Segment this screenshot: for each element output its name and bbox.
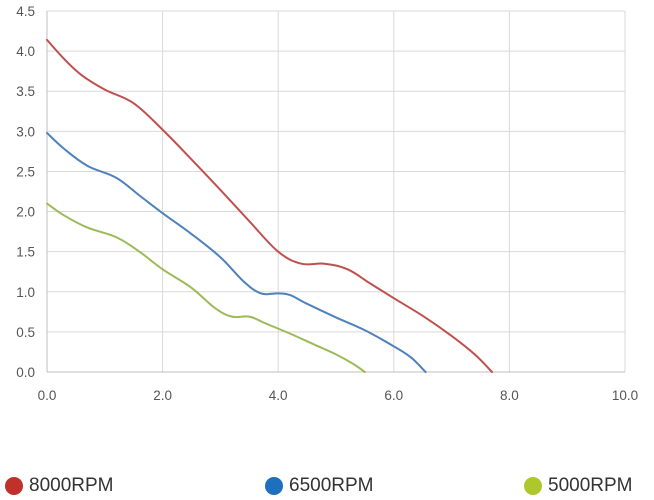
legend-item-8000rpm: 8000RPM (5, 474, 114, 498)
x-tick-label: 0.0 (38, 388, 57, 403)
legend-label: 8000RPM (29, 475, 114, 496)
legend-marker-icon (265, 477, 283, 495)
series-line-6500rpm (46, 131, 427, 373)
y-tick-label: 2.0 (16, 205, 35, 220)
line-chart: 0.0 0.5 1.0 1.5 2.0 2.5 3.0 3.5 4.0 4.5 0.0 2.0 4.0 6… (16, 4, 638, 403)
chart-legend: 8000RPM 6500RPM 5000RPM (0, 474, 654, 500)
y-tick-label: 0.0 (16, 365, 35, 380)
x-tick-label: 6.0 (384, 388, 403, 403)
y-tick-label: 3.0 (16, 124, 35, 139)
y-tick-label: 0.5 (16, 325, 35, 340)
y-tick-label: 2.5 (16, 164, 35, 179)
legend-label: 6500RPM (289, 475, 374, 496)
legend-marker-icon (5, 477, 23, 495)
y-tick-label: 1.5 (16, 245, 35, 260)
legend-label: 5000RPM (548, 475, 633, 496)
x-tick-label: 2.0 (153, 388, 172, 403)
x-tick-label: 8.0 (500, 388, 519, 403)
legend-marker-icon (524, 477, 542, 495)
y-tick-label: 1.0 (16, 285, 35, 300)
y-tick-label: 4.0 (16, 44, 35, 59)
x-tick-label: 10.0 (612, 388, 638, 403)
legend-item-5000rpm: 5000RPM (524, 474, 633, 498)
legend-item-6500rpm: 6500RPM (265, 474, 374, 498)
series-line-8000rpm (46, 38, 494, 373)
y-tick-label: 4.5 (16, 4, 35, 19)
x-tick-label: 4.0 (269, 388, 288, 403)
y-tick-label: 3.5 (16, 84, 35, 99)
series-line-5000rpm (46, 202, 366, 373)
